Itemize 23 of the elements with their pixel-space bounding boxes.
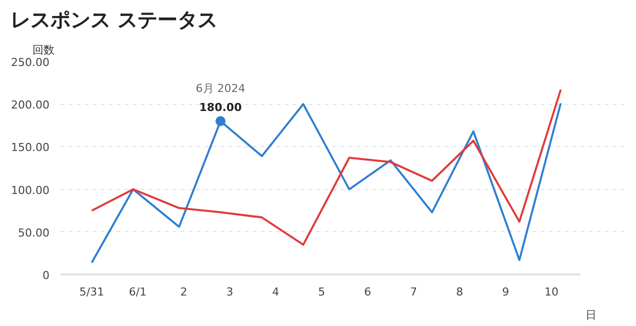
y-tick-label: 50.00 [18,226,50,240]
x-tick-label: 9 [502,286,510,298]
y-tick-label: 200.00 [11,98,50,112]
y-tick-label: 0 [42,269,50,282]
x-tick-label: 2 [180,286,188,298]
line-series [90,102,562,264]
x-tick-label: 5 [318,286,326,298]
y-tick-label: 100.00 [11,184,50,197]
x-tick-label: 4 [272,286,280,298]
y-axis-title: 回数 [32,44,54,56]
x-axis-title: 日 [586,308,596,322]
x-tick-label: 8 [456,286,464,298]
x-tick-label: 6 [364,286,372,298]
x-tick-label: 6/1 [128,286,147,298]
y-tick-label: 250.00 [11,56,50,69]
x-tick-label: 7 [410,286,418,298]
annotation: 180.00 [199,101,242,114]
y-tick-label: 150.00 [11,141,50,154]
x-tick-label: 5/31 [79,286,104,298]
x-tick-label: 10 [544,286,559,298]
x-tick-label: 3 [226,286,234,298]
annotation: 6月 2024 [196,82,246,96]
chart-title: レスポンス ステータス [10,8,218,32]
